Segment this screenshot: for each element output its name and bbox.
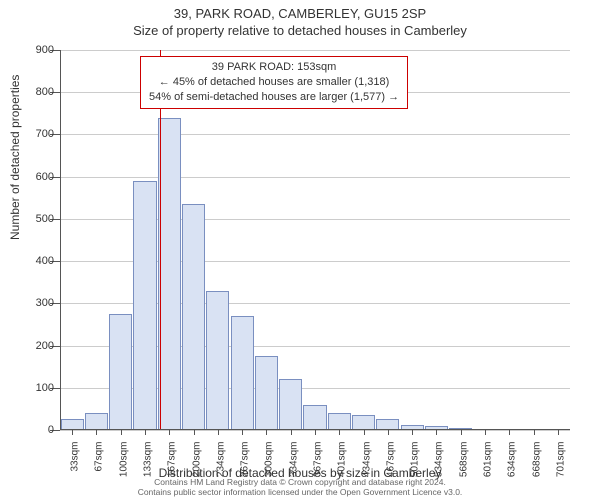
x-tick	[72, 430, 73, 435]
annotation-line3: 54% of semi-detached houses are larger (…	[149, 90, 399, 105]
histogram-bar	[328, 413, 351, 430]
chart-title-address: 39, PARK ROAD, CAMBERLEY, GU15 2SP	[0, 0, 600, 21]
histogram-bar	[133, 181, 156, 430]
x-tick	[145, 430, 146, 435]
x-tick	[242, 430, 243, 435]
x-tick	[412, 430, 413, 435]
histogram-bar	[85, 413, 108, 430]
annotation-line1: 39 PARK ROAD: 153sqm	[149, 60, 399, 75]
y-tick-label: 100	[14, 382, 54, 394]
histogram-bar	[182, 204, 205, 430]
y-tick-label: 900	[14, 44, 54, 56]
y-tick-label: 0	[14, 424, 54, 436]
x-tick	[315, 430, 316, 435]
histogram-bar	[109, 314, 132, 430]
x-tick	[291, 430, 292, 435]
x-tick	[364, 430, 365, 435]
grid-line	[60, 134, 570, 135]
x-tick	[96, 430, 97, 435]
y-axis	[60, 50, 61, 430]
footnote: Contains HM Land Registry data © Crown c…	[0, 478, 600, 498]
histogram-bar	[206, 291, 229, 430]
y-tick-label: 400	[14, 255, 54, 267]
chart-container: 39, PARK ROAD, CAMBERLEY, GU15 2SP Size …	[0, 0, 600, 500]
y-tick-label: 300	[14, 297, 54, 309]
x-tick	[218, 430, 219, 435]
histogram-bar	[255, 356, 278, 430]
footnote-line2: Contains public sector information licen…	[0, 488, 600, 498]
histogram-bar	[279, 379, 302, 430]
y-tick-label: 800	[14, 86, 54, 98]
x-tick	[485, 430, 486, 435]
annotation-line2: ← 45% of detached houses are smaller (1,…	[149, 75, 399, 90]
y-tick-label: 700	[14, 128, 54, 140]
histogram-bar	[352, 415, 375, 430]
histogram-bar	[231, 316, 254, 430]
x-tick	[558, 430, 559, 435]
x-tick	[266, 430, 267, 435]
grid-line	[60, 177, 570, 178]
y-tick-label: 200	[14, 340, 54, 352]
histogram-bar	[158, 118, 181, 430]
x-tick	[388, 430, 389, 435]
annotation-box: 39 PARK ROAD: 153sqm ← 45% of detached h…	[140, 56, 408, 109]
chart-subtitle: Size of property relative to detached ho…	[0, 21, 600, 38]
histogram-bar	[303, 405, 326, 430]
y-tick-label: 500	[14, 213, 54, 225]
x-tick	[121, 430, 122, 435]
grid-line	[60, 50, 570, 51]
y-tick-label: 600	[14, 171, 54, 183]
x-tick	[509, 430, 510, 435]
x-tick	[461, 430, 462, 435]
x-tick	[169, 430, 170, 435]
x-tick	[194, 430, 195, 435]
x-tick	[339, 430, 340, 435]
x-tick	[534, 430, 535, 435]
plot-area: 010020030040050060070080090033sqm67sqm10…	[60, 50, 570, 430]
x-axis	[60, 429, 570, 430]
x-tick	[436, 430, 437, 435]
